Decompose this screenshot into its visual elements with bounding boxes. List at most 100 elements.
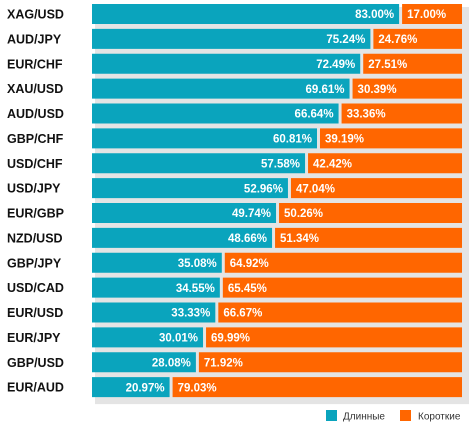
- long-bar-label: 57.58%: [261, 158, 300, 170]
- legend-swatch-short: [400, 410, 411, 421]
- chart-row: NZD/USD 48.66% 51.34%: [7, 227, 462, 248]
- pair-label: USD/JPY: [7, 182, 61, 196]
- pair-label: XAG/USD: [7, 8, 64, 22]
- chart-row: EUR/AUD 20.97% 79.03%: [7, 377, 463, 398]
- short-bar-label: 71.92%: [204, 357, 243, 369]
- pair-label: GBP/USD: [7, 356, 64, 370]
- short-bar-label: 47.04%: [296, 183, 335, 195]
- chart-row: XAG/USD 83.00% 17.00%: [7, 4, 462, 24]
- chart-row: AUD/JPY 75.24% 24.76%: [7, 28, 462, 49]
- long-bar: [92, 178, 288, 199]
- long-bar-label: 48.66%: [228, 233, 267, 245]
- long-bar-label: 60.81%: [273, 134, 312, 146]
- legend: Длинные Короткие: [326, 410, 461, 423]
- short-bar: [341, 103, 462, 124]
- long-bar: [92, 153, 306, 174]
- long-bar: [92, 302, 216, 323]
- pair-label: EUR/JPY: [7, 331, 61, 345]
- pair-label: XAU/USD: [7, 82, 63, 96]
- long-bar-label: 49.74%: [232, 208, 271, 220]
- long-bar-label: 66.64%: [295, 109, 334, 121]
- short-bar-label: 79.03%: [178, 382, 217, 394]
- short-bar: [308, 153, 462, 174]
- short-bar: [279, 203, 462, 223]
- short-bar-label: 64.92%: [230, 258, 269, 270]
- long-bar: [92, 103, 339, 124]
- pair-label: USD/CHF: [7, 157, 63, 171]
- short-bar-label: 66.67%: [223, 308, 262, 320]
- pair-label: USD/CAD: [7, 281, 64, 295]
- chart-row: EUR/CHF 72.49% 27.51%: [7, 53, 462, 74]
- long-bar-label: 33.33%: [171, 308, 210, 320]
- chart-row: GBP/CHF 60.81% 39.19%: [7, 128, 462, 149]
- short-bar-label: 17.00%: [407, 9, 446, 21]
- long-bar: [92, 277, 220, 298]
- pair-label: EUR/GBP: [7, 207, 64, 221]
- long-bar-label: 34.55%: [176, 283, 215, 295]
- short-bar: [222, 277, 462, 298]
- short-bar-label: 50.26%: [284, 208, 323, 220]
- long-bar: [92, 203, 277, 223]
- long-bar: [92, 227, 273, 248]
- long-bar-label: 75.24%: [326, 34, 365, 46]
- chart-row: USD/CAD 34.55% 65.45%: [7, 277, 462, 298]
- chart-rows: XAG/USD 83.00% 17.00% AUD/JPY 75.24% 24.76% EU…: [7, 4, 463, 398]
- chart-row: EUR/GBP 49.74% 50.26%: [7, 203, 462, 223]
- pair-label: GBP/JPY: [7, 256, 62, 270]
- long-bar: [92, 28, 371, 49]
- short-bar: [319, 128, 462, 149]
- long-bar: [92, 128, 317, 149]
- long-bar-label: 69.61%: [306, 84, 345, 96]
- pair-label: GBP/CHF: [7, 132, 64, 146]
- legend-label-short: Короткие: [418, 412, 461, 423]
- short-bar: [198, 352, 462, 373]
- short-bar: [206, 327, 462, 348]
- pair-label: AUD/JPY: [7, 32, 62, 46]
- long-bar-label: 20.97%: [126, 382, 165, 394]
- long-bar-label: 28.08%: [152, 357, 191, 369]
- short-bar-label: 24.76%: [378, 34, 417, 46]
- chart-row: GBP/JPY 35.08% 64.92%: [7, 252, 462, 273]
- short-bar: [373, 28, 462, 49]
- chart-row: GBP/USD 28.08% 71.92%: [7, 352, 462, 373]
- long-bar: [92, 352, 196, 373]
- short-bar: [218, 302, 462, 323]
- short-bar: [352, 78, 462, 99]
- short-bar-label: 51.34%: [280, 233, 319, 245]
- chart-row: EUR/USD 33.33% 66.67%: [7, 302, 462, 323]
- long-bar: [92, 4, 400, 24]
- legend-swatch-long: [326, 410, 337, 421]
- short-bar-label: 33.36%: [347, 109, 386, 121]
- long-bar-label: 30.01%: [159, 333, 198, 345]
- long-bar: [92, 53, 361, 74]
- short-bar-label: 39.19%: [325, 134, 364, 146]
- pair-label: EUR/USD: [7, 306, 63, 320]
- long-bar-label: 72.49%: [316, 59, 355, 71]
- pair-label: EUR/AUD: [7, 381, 64, 395]
- chart-row: USD/JPY 52.96% 47.04%: [7, 178, 462, 199]
- chart-row: AUD/USD 66.64% 33.36%: [7, 103, 462, 124]
- long-bar: [92, 327, 204, 348]
- long-bar-label: 83.00%: [355, 9, 394, 21]
- long-bar: [92, 78, 350, 99]
- short-bar: [172, 377, 463, 398]
- legend-label-long: Длинные: [343, 412, 385, 423]
- short-bar-label: 65.45%: [228, 283, 267, 295]
- short-bar: [363, 53, 462, 74]
- short-bar: [224, 252, 462, 273]
- long-bar-label: 35.08%: [178, 258, 217, 270]
- pair-label: AUD/USD: [7, 107, 64, 121]
- long-bar-label: 52.96%: [244, 183, 283, 195]
- chart-row: EUR/JPY 30.01% 69.99%: [7, 327, 462, 348]
- long-bar: [92, 252, 222, 273]
- short-bar: [290, 178, 462, 199]
- short-bar-label: 42.42%: [313, 158, 352, 170]
- short-bar-label: 30.39%: [358, 84, 397, 96]
- chart-row: XAU/USD 69.61% 30.39%: [7, 78, 462, 99]
- pair-label: NZD/USD: [7, 231, 63, 245]
- long-bar: [92, 377, 170, 398]
- short-bar: [275, 227, 462, 248]
- short-bar-label: 27.51%: [368, 59, 407, 71]
- pair-label: EUR/CHF: [7, 57, 63, 71]
